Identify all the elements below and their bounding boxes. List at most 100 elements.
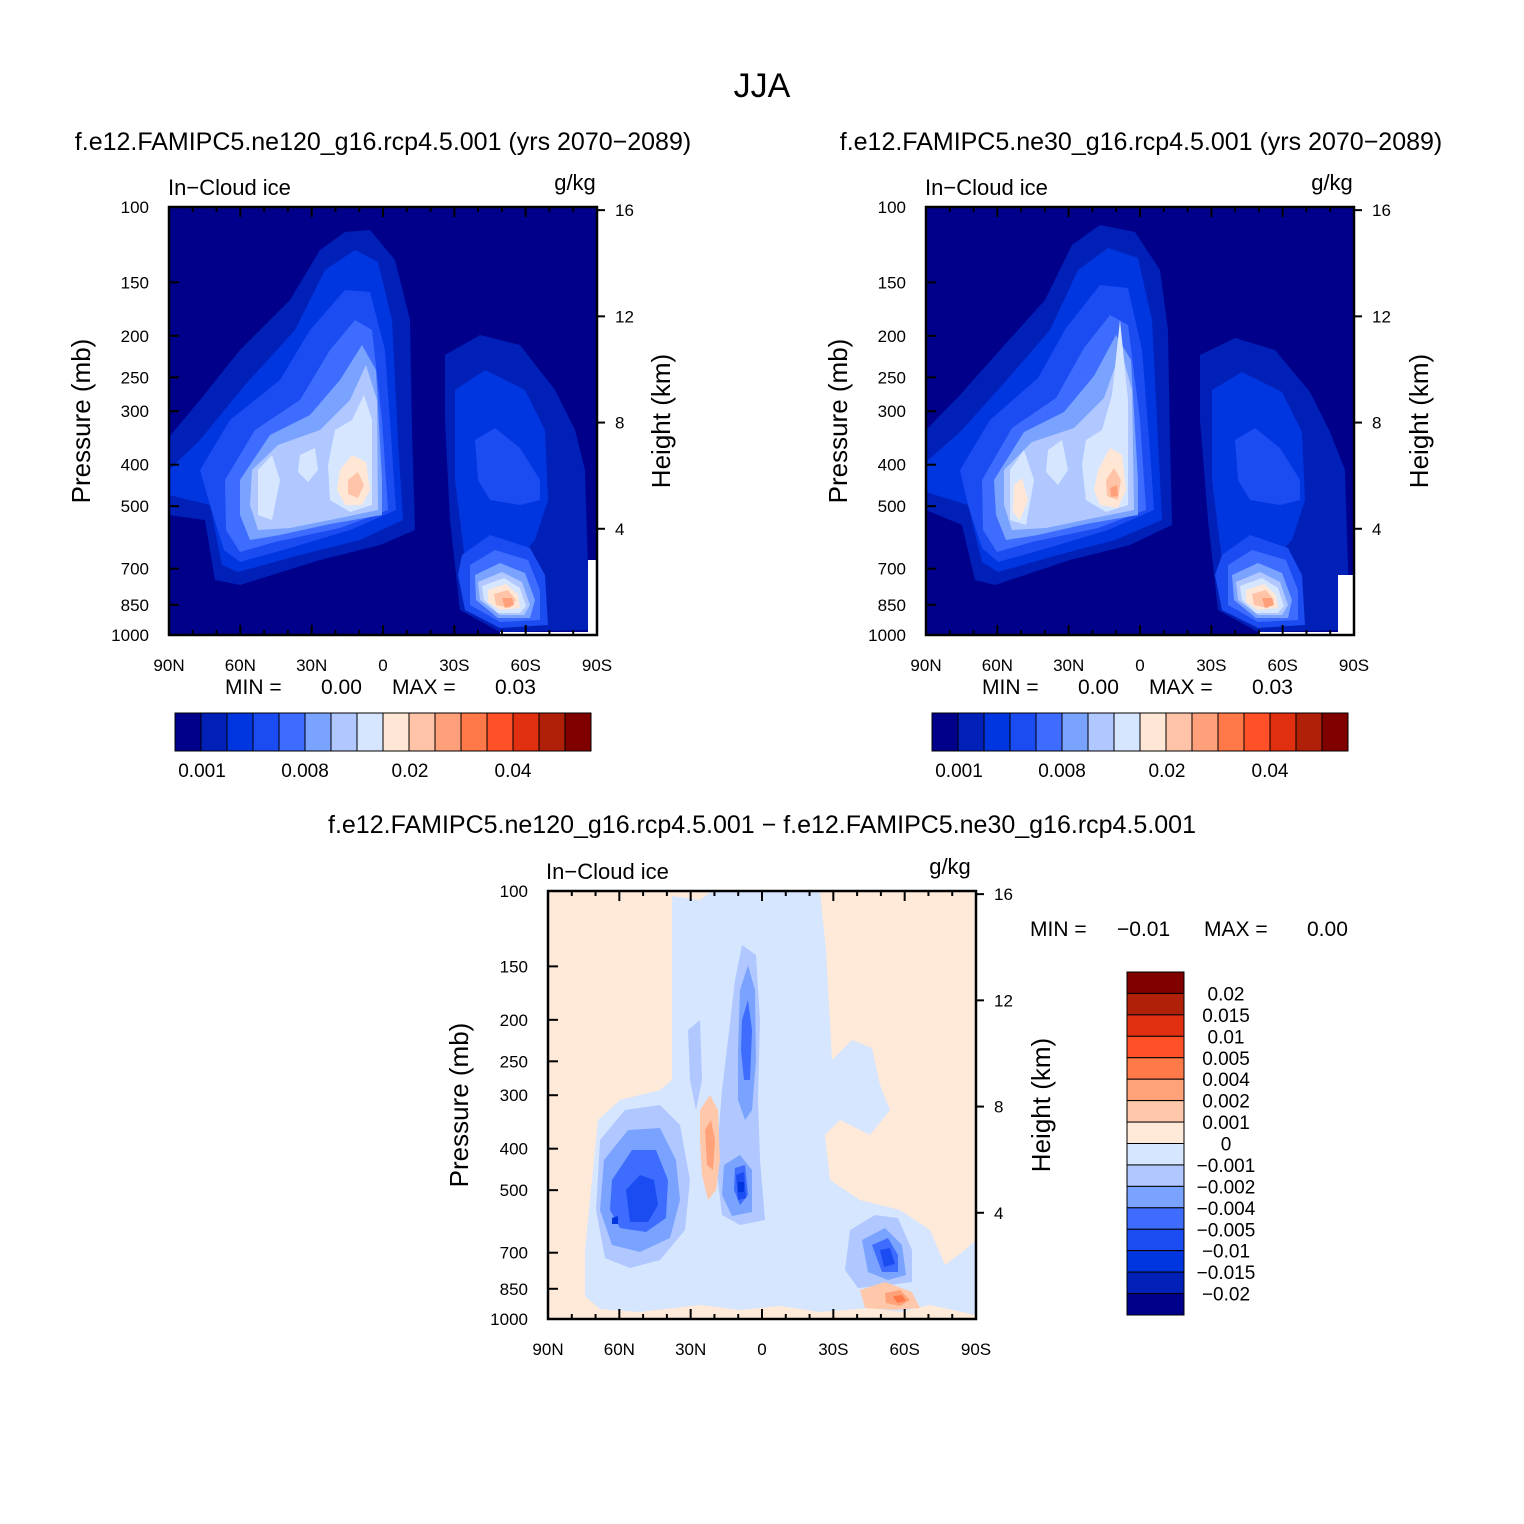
colorbar-swatch bbox=[1061, 712, 1089, 752]
colorbar-label: 0.002 bbox=[1202, 1092, 1250, 1113]
max-label: MAX = bbox=[392, 676, 456, 699]
lat-tick-label: 60N bbox=[982, 656, 1013, 675]
colorbar-swatch bbox=[460, 712, 488, 752]
pressure-tick-label: 300 bbox=[500, 1086, 528, 1105]
colorbar-label: 0.02 bbox=[392, 761, 429, 782]
colorbar-swatch bbox=[408, 712, 436, 752]
y-axis-label: Pressure (mb) bbox=[444, 1023, 474, 1188]
colorbar-swatch bbox=[1126, 1057, 1185, 1080]
pressure-tick-label: 150 bbox=[121, 273, 149, 292]
colorbar-swatch bbox=[278, 712, 306, 752]
height-tick-label: 8 bbox=[1372, 414, 1381, 433]
y2-axis-label: Height (km) bbox=[1026, 1038, 1056, 1172]
height-tick-label: 4 bbox=[1372, 520, 1381, 539]
colorbar-labels: 0.020.0150.010.0050.0040.0020.0010−0.001… bbox=[1197, 984, 1256, 1305]
y2-axis-label: Height (km) bbox=[646, 354, 676, 488]
colorbar-swatch bbox=[1126, 1164, 1185, 1187]
colorbar-label: 0.015 bbox=[1202, 1006, 1250, 1027]
colorbar-swatch bbox=[382, 712, 410, 752]
colorbar-label: 0.008 bbox=[1038, 761, 1086, 782]
lat-tick-label: 90S bbox=[961, 1340, 991, 1359]
colorbar-swatch bbox=[1113, 712, 1141, 752]
colorbar-label: 0.004 bbox=[1202, 1070, 1250, 1091]
missing-surface-south bbox=[1338, 575, 1354, 635]
colorbar-label: −0.005 bbox=[1197, 1220, 1256, 1241]
pressure-tick-label: 400 bbox=[878, 456, 906, 475]
panel-title: f.e12.FAMIPC5.ne120_g16.rcp4.5.001 − f.e… bbox=[328, 811, 1196, 839]
pressure-tick-label: 1000 bbox=[868, 626, 906, 645]
pressure-tick-label: 1000 bbox=[490, 1310, 528, 1329]
pressure-tick-label: 300 bbox=[121, 402, 149, 421]
lat-tick-label: 60N bbox=[225, 656, 256, 675]
units-label: g/kg bbox=[929, 854, 971, 879]
colorbar-swatch bbox=[1009, 712, 1037, 752]
lat-tick-label: 30N bbox=[675, 1340, 706, 1359]
pressure-tick-label: 200 bbox=[500, 1011, 528, 1030]
colorbar-swatch bbox=[200, 712, 228, 752]
variable-label: In−Cloud ice bbox=[168, 175, 291, 200]
colorbar-label: −0.001 bbox=[1197, 1156, 1256, 1177]
colorbar-swatch bbox=[1165, 712, 1193, 752]
missing-surface-south bbox=[588, 560, 597, 635]
pressure-tick-label: 700 bbox=[121, 560, 149, 579]
lat-tick-label: 0 bbox=[757, 1340, 766, 1359]
colorbar-label: −0.02 bbox=[1202, 1285, 1250, 1306]
lat-tick-label: 90N bbox=[910, 656, 941, 675]
height-tick-label: 16 bbox=[1372, 201, 1391, 220]
figure-title: JJA bbox=[734, 67, 791, 105]
colorbar-swatch bbox=[1126, 1293, 1185, 1316]
pressure-tick-label: 250 bbox=[878, 368, 906, 387]
colorbar-swatch bbox=[1126, 992, 1185, 1016]
contour-level-5 bbox=[240, 345, 535, 618]
contour-field bbox=[169, 207, 597, 635]
min-label: MIN = bbox=[225, 676, 282, 699]
colorbar-swatch bbox=[304, 712, 332, 752]
lat-tick-label: 0 bbox=[378, 656, 387, 675]
colorbar-label: 0.02 bbox=[1208, 984, 1245, 1005]
contour-level-4 bbox=[982, 315, 1298, 622]
max-value: 0.03 bbox=[495, 676, 536, 699]
height-tick-label: 12 bbox=[994, 991, 1013, 1010]
lat-tick-label: 60N bbox=[604, 1340, 635, 1359]
pressure-tick-label: 100 bbox=[500, 882, 528, 901]
lat-tick-label: 30S bbox=[1196, 656, 1226, 675]
lat-tick-label: 60S bbox=[1268, 656, 1298, 675]
y-axis-label: Pressure (mb) bbox=[66, 339, 96, 504]
colorbar-swatch bbox=[1126, 1078, 1185, 1102]
colorbar-swatch bbox=[957, 712, 985, 752]
colorbar-swatch bbox=[1217, 712, 1245, 752]
colorbar-swatch bbox=[1126, 1143, 1185, 1166]
colorbar-label: 0 bbox=[1221, 1135, 1232, 1156]
colorbar-swatch bbox=[1295, 712, 1323, 752]
colorbar-swatch bbox=[512, 712, 540, 752]
min-label: MIN = bbox=[1030, 918, 1087, 941]
pressure-tick-label: 250 bbox=[121, 368, 149, 387]
lat-tick-label: 0 bbox=[1135, 656, 1144, 675]
colorbar-label: 0.001 bbox=[178, 761, 226, 782]
lat-tick-label: 30S bbox=[818, 1340, 848, 1359]
max-label: MAX = bbox=[1204, 918, 1268, 941]
panel-ne120: f.e12.FAMIPC5.ne120_g16.rcp4.5.001 (yrs … bbox=[66, 128, 691, 782]
contour-level-neg2 bbox=[600, 965, 906, 1280]
colorbar-swatch bbox=[356, 712, 384, 752]
colorbar-swatch bbox=[1035, 712, 1063, 752]
colorbar-label: 0.04 bbox=[1252, 761, 1289, 782]
colorbar-swatch bbox=[1126, 1185, 1185, 1209]
height-tick-label: 16 bbox=[615, 201, 634, 220]
colorbar-swatch bbox=[931, 712, 959, 752]
axis-ticks: 100 150 200 250 300 400 500 700 850 1000 4 8 12 16 90N… bbox=[111, 198, 634, 675]
pressure-tick-label: 150 bbox=[878, 273, 906, 292]
pressure-tick-label: 400 bbox=[121, 456, 149, 475]
pressure-tick-label: 300 bbox=[878, 402, 906, 421]
min-value: 0.00 bbox=[321, 676, 362, 699]
min-value: 0.00 bbox=[1078, 676, 1119, 699]
contour-field bbox=[548, 891, 976, 1319]
colorbar-swatch bbox=[538, 712, 566, 752]
units-label: g/kg bbox=[1311, 170, 1353, 195]
colorbar-swatch bbox=[1126, 1014, 1185, 1037]
pressure-tick-label: 100 bbox=[878, 198, 906, 217]
height-tick-label: 4 bbox=[615, 520, 624, 539]
pressure-tick-label: 250 bbox=[500, 1052, 528, 1071]
min-label: MIN = bbox=[982, 676, 1039, 699]
